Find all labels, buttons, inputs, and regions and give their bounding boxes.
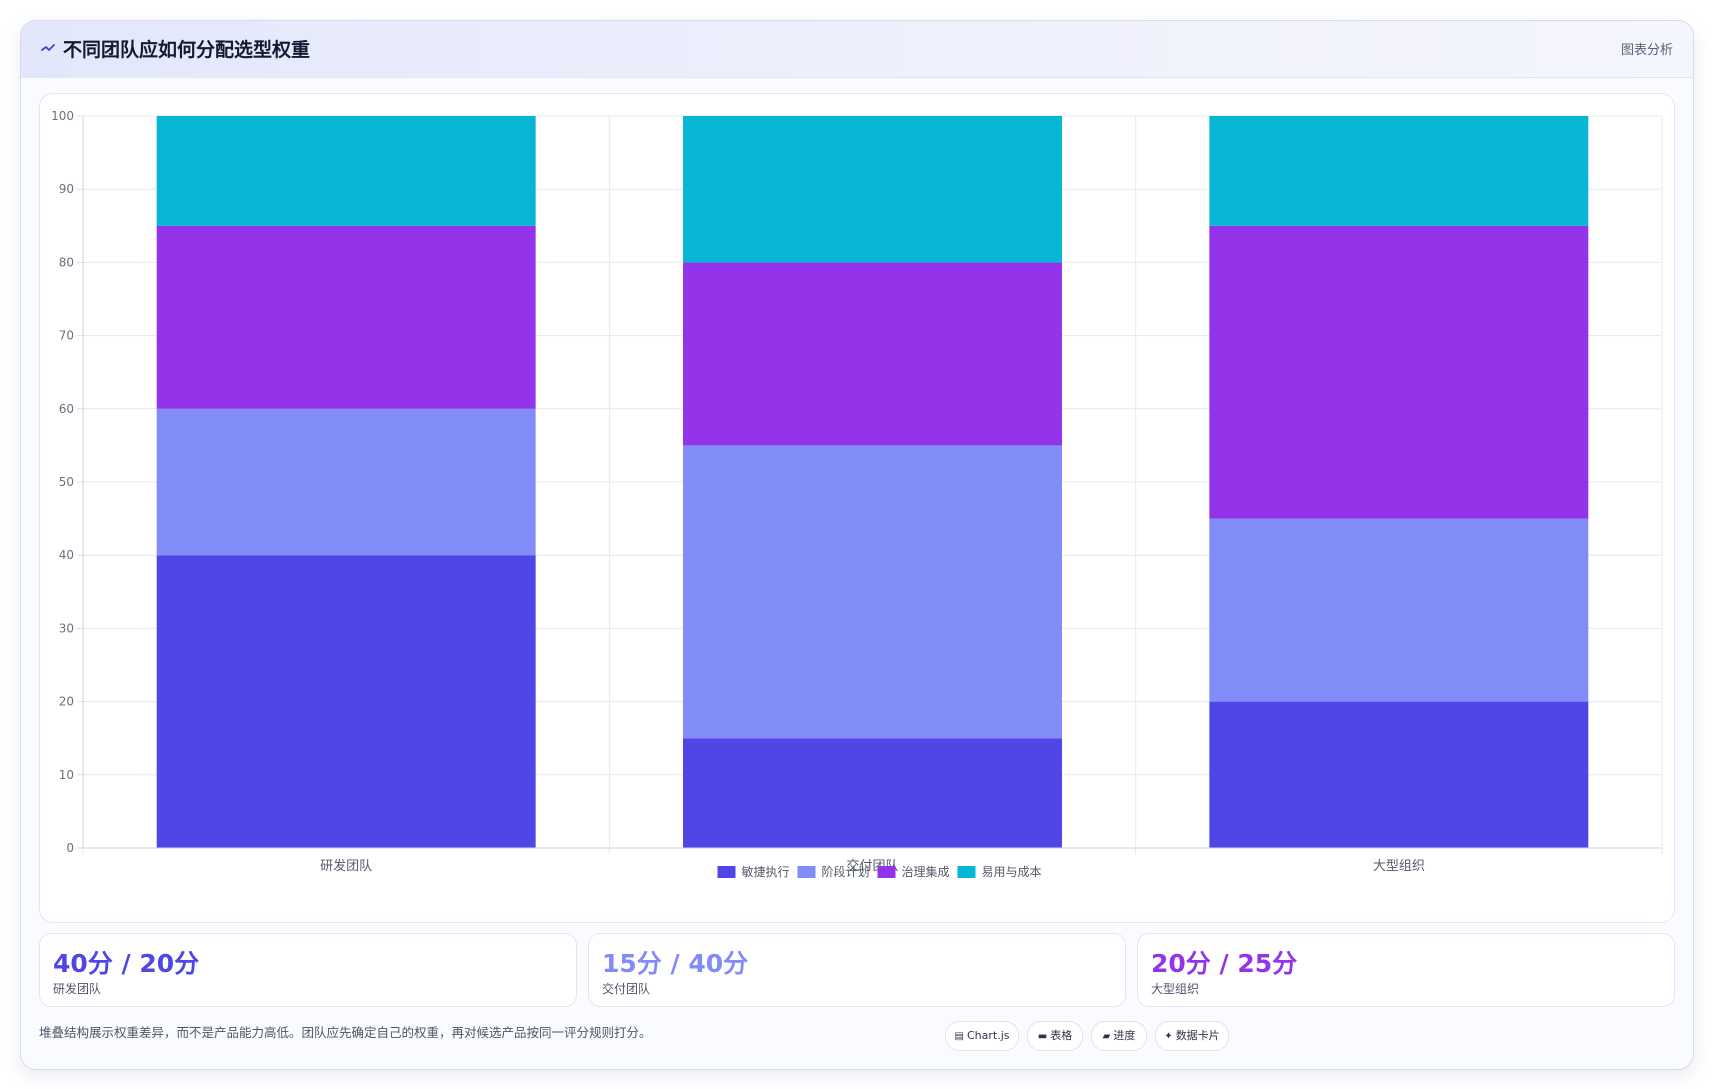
chip-chartjs[interactable]: ▤ Chart.js [945, 1021, 1019, 1051]
stat-card-rd: 40分 / 20分 研发团队 [39, 933, 577, 1007]
y-tick-label: 20 [59, 695, 74, 709]
header-tag: 图表分析 [1620, 43, 1673, 58]
bar-segment-3 [156, 225, 536, 409]
legend-label: 敏捷执行 [742, 864, 790, 879]
progress-icon: ▰ [1102, 1031, 1111, 1042]
chip-progress[interactable]: ▰ 进度 [1091, 1021, 1147, 1051]
bar-segment-2 [156, 408, 536, 556]
y-tick-label: 0 [66, 841, 74, 855]
legend-swatch-1 [717, 866, 736, 878]
legend-label: 易用与成本 [982, 865, 1042, 879]
chart-icon: ▤ [954, 1031, 964, 1042]
bar-segment-1 [1209, 701, 1589, 848]
legend-swatch-2 [797, 866, 816, 878]
y-tick-label: 70 [59, 329, 74, 343]
table-icon: ▬ [1037, 1031, 1048, 1042]
page-title: 不同团队应如何分配选型权重 [63, 39, 311, 61]
chart-panel: 0 10 20 30 40 50 60 70 80 90 100 研发团队 交付团队 大型组织 敏捷执行 阶段… [39, 93, 1675, 923]
chip-label: 数据卡片 [1175, 1029, 1220, 1042]
y-tick-label: 40 [59, 548, 74, 562]
stat-value: 15分 / 40分 [602, 949, 749, 978]
bar-segment-3 [683, 262, 1062, 446]
bar-segment-2 [683, 445, 1062, 739]
y-tick-label: 80 [59, 255, 74, 269]
bar-segment-2 [1209, 518, 1589, 702]
x-category-label: 研发团队 [320, 858, 372, 874]
bar-segment-1 [683, 738, 1062, 848]
legend-label: 阶段计划 [822, 864, 870, 879]
chart-card: 不同团队应如何分配选型权重 图表分析 0 10 20 30 40 50 60 70 80 90 10… [20, 20, 1694, 1070]
legend-swatch-4 [957, 866, 976, 878]
footer-note: 堆叠结构展示权重差异，而不是产品能力高低。团队应先确定自己的权重，再对候选产品按… [39, 1025, 652, 1040]
chip-label: Chart.js [966, 1029, 1010, 1042]
bar-segment-1 [156, 555, 536, 848]
legend-swatch-3 [877, 866, 896, 878]
y-tick-label: 100 [51, 109, 74, 123]
y-tick-label: 10 [59, 768, 74, 782]
chip-data-card[interactable]: ✦ 数据卡片 [1155, 1021, 1229, 1051]
y-tick-label: 90 [59, 182, 74, 196]
stat-value: 40分 / 20分 [53, 949, 200, 978]
chip-label: 表格 [1050, 1029, 1073, 1042]
legend-label: 治理集成 [902, 864, 950, 879]
chip-table[interactable]: ▬ 表格 [1027, 1021, 1083, 1051]
y-tick-label: 60 [59, 402, 74, 416]
bar-segment-3 [1209, 225, 1589, 519]
card-header: 不同团队应如何分配选型权重 图表分析 [21, 21, 1693, 78]
chip-label: 进度 [1113, 1029, 1136, 1042]
trend-line-icon [41, 44, 55, 51]
stat-label: 交付团队 [602, 982, 651, 996]
stat-card-delivery: 15分 / 40分 交付团队 [588, 933, 1126, 1007]
y-tick-label: 30 [59, 621, 74, 635]
bar-segment-4 [156, 116, 536, 226]
stat-label: 研发团队 [53, 982, 102, 996]
sparkle-icon: ✦ [1164, 1031, 1173, 1042]
stat-label: 大型组织 [1151, 982, 1200, 996]
y-tick-label: 50 [59, 475, 74, 489]
stat-value: 20分 / 25分 [1151, 949, 1298, 978]
bar-segment-4 [1209, 116, 1589, 226]
stat-card-enterprise: 20分 / 25分 大型组织 [1137, 933, 1675, 1007]
x-category-label: 大型组织 [1373, 859, 1425, 874]
bar-segment-4 [683, 116, 1062, 263]
